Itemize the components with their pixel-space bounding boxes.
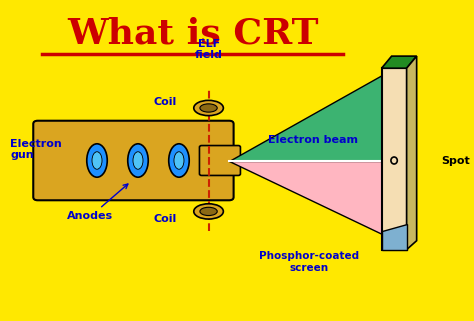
Text: What is CRT: What is CRT (67, 16, 319, 50)
FancyBboxPatch shape (382, 68, 407, 250)
Text: Electron beam: Electron beam (268, 135, 358, 145)
Ellipse shape (194, 100, 223, 116)
Ellipse shape (133, 152, 143, 169)
Polygon shape (229, 160, 382, 234)
Text: Anodes: Anodes (67, 184, 128, 221)
Ellipse shape (92, 152, 102, 169)
Ellipse shape (174, 152, 184, 169)
Polygon shape (382, 224, 407, 250)
FancyBboxPatch shape (33, 121, 234, 200)
Ellipse shape (169, 144, 189, 177)
Ellipse shape (200, 207, 217, 216)
Text: ELF
field: ELF field (195, 39, 222, 60)
FancyBboxPatch shape (200, 145, 240, 176)
Text: Phosphor-coated
screen: Phosphor-coated screen (259, 251, 359, 273)
Text: Spot: Spot (441, 155, 470, 166)
Text: Coil: Coil (154, 97, 177, 107)
Ellipse shape (200, 104, 217, 112)
Text: Coil: Coil (154, 214, 177, 224)
Ellipse shape (194, 204, 223, 219)
Text: Electron
gun: Electron gun (10, 139, 62, 160)
Polygon shape (407, 56, 417, 250)
Polygon shape (382, 56, 417, 68)
Ellipse shape (128, 144, 148, 177)
Polygon shape (229, 74, 382, 160)
Ellipse shape (87, 144, 107, 177)
